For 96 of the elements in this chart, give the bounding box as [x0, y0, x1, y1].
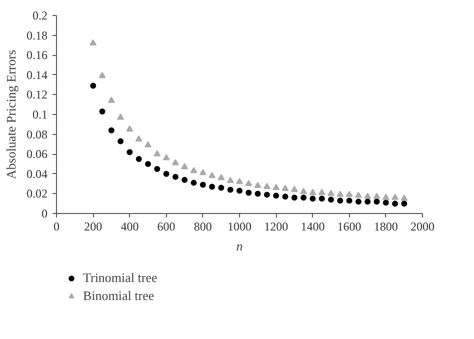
point [90, 82, 96, 89]
point [236, 178, 243, 184]
y-tick-label: 0.1 [32, 108, 48, 122]
point [200, 182, 206, 188]
point [108, 127, 114, 134]
x-axis-title: n [236, 238, 243, 254]
point [282, 194, 288, 200]
point [199, 168, 206, 176]
x-tick-label: 1600 [337, 220, 362, 234]
y-tick-label: 0.04 [26, 166, 48, 181]
point [226, 176, 234, 184]
x-tick-label: 400 [120, 220, 139, 234]
point [218, 184, 224, 191]
y-tick-label: 0.16 [26, 48, 48, 62]
x-tick-label: 0 [54, 220, 60, 234]
point [98, 72, 106, 78]
y-tick-label: 0.18 [26, 28, 48, 42]
point [346, 190, 353, 197]
y-tick-label: 0 [42, 206, 48, 220]
point [337, 198, 344, 204]
point [172, 159, 179, 166]
point [126, 125, 134, 132]
point [190, 166, 198, 174]
x-tick-label: 1400 [300, 220, 325, 234]
point [373, 192, 380, 199]
point [154, 150, 161, 156]
point [135, 135, 142, 142]
point [227, 186, 234, 193]
point [118, 138, 124, 144]
x-tick-label: 200 [84, 220, 102, 234]
point [172, 174, 178, 180]
point [328, 196, 334, 203]
point [209, 184, 216, 190]
x-tick-label: 1000 [228, 220, 252, 234]
point [392, 200, 398, 207]
point [90, 39, 97, 46]
point [263, 182, 270, 189]
y-tick-label: 0.12 [26, 88, 48, 102]
point [290, 186, 298, 192]
y-tick-label: 0.2 [32, 8, 48, 22]
point [355, 198, 362, 205]
point [144, 141, 152, 148]
legend-label: Binomial tree [83, 288, 154, 304]
point [245, 180, 252, 186]
point [364, 192, 372, 199]
x-tick-label: 800 [194, 220, 212, 234]
point [246, 190, 252, 196]
point [163, 170, 170, 177]
point [400, 194, 408, 201]
point [291, 194, 298, 201]
x-tick-label: 600 [157, 220, 176, 234]
point [273, 192, 280, 199]
point [264, 192, 270, 198]
point [282, 184, 289, 191]
point [310, 196, 316, 202]
point [300, 188, 308, 194]
point [382, 194, 390, 200]
point [300, 194, 307, 201]
point [309, 188, 316, 195]
x-tick-label: 2000 [410, 220, 434, 234]
point [162, 154, 170, 160]
y-tick-label: 0.08 [26, 127, 48, 142]
point [364, 198, 371, 205]
point [254, 182, 262, 188]
point [145, 161, 151, 167]
point [401, 200, 408, 207]
point [190, 180, 197, 186]
x-tick-label: 1800 [374, 220, 398, 234]
y-tick-label: 0.02 [26, 186, 48, 201]
point [336, 190, 344, 197]
point [218, 174, 225, 180]
point [136, 156, 142, 162]
point [181, 163, 188, 170]
point [382, 200, 389, 206]
point [126, 149, 133, 156]
point [154, 166, 160, 172]
point [208, 172, 216, 178]
point [108, 96, 115, 103]
point [392, 194, 399, 200]
y-axis-title: Absoluate Pricing Errors [4, 50, 18, 180]
point [346, 198, 352, 204]
point [374, 198, 380, 205]
point [117, 114, 124, 120]
point [318, 188, 326, 195]
point [272, 184, 280, 190]
legend-label: Trinomial tree [83, 270, 158, 286]
point [318, 196, 325, 202]
point [236, 188, 242, 194]
point [99, 108, 106, 115]
point [354, 192, 362, 198]
y-tick-label: 0.06 [26, 147, 48, 162]
point [182, 176, 188, 183]
x-tick-label: 1200 [264, 220, 288, 234]
point [254, 190, 261, 197]
point [328, 190, 334, 196]
y-tick-label: 0.14 [26, 68, 48, 82]
